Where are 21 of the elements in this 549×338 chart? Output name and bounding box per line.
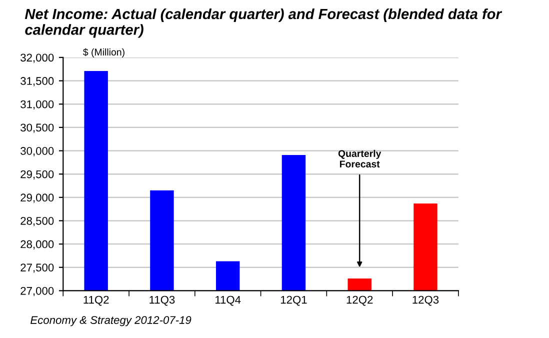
y-tick-label: 30,500 [20, 124, 54, 133]
y-tick-label: 31,000 [20, 100, 54, 110]
x-tick-label: 11Q4 [216, 296, 241, 306]
x-tick-label: 12Q2 [346, 296, 373, 306]
y-tick-label: 28,500 [20, 216, 54, 226]
annotation: Quarterly Forecast [338, 150, 382, 168]
y-tick-label: 29,500 [20, 170, 54, 180]
y-tick-label: 27,000 [20, 286, 54, 296]
y-tick-label: 32,000 [20, 54, 54, 63]
chart-title: Net Income: Actual (calendar quarter) and Forecast (blended data for calendar quarter) [24, 8, 502, 38]
y-tick-label: 30,000 [20, 147, 54, 156]
x-tick-label: 12Q1 [280, 296, 307, 306]
x-tick-label: 12Q3 [412, 296, 439, 306]
y-tick-label: 28,000 [20, 240, 54, 250]
y-tick-label: 31,500 [20, 77, 54, 86]
x-tick-label: 11Q3 [150, 296, 175, 306]
y-tick-label: 29,000 [20, 194, 54, 203]
text: Economy & Strategy 2012-07-19 [30, 316, 192, 326]
x-tick-label: 11Q2 [84, 296, 109, 306]
y-axis-title: $ (Million) [83, 48, 124, 58]
y-tick-label: 27,500 [20, 264, 54, 273]
